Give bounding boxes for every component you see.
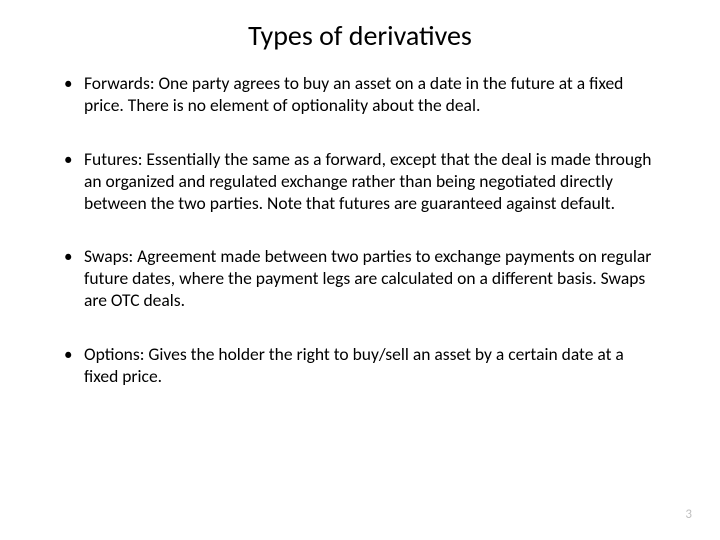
bullet-list: Forwards: One party agrees to buy an ass… — [70, 73, 660, 388]
list-item: Swaps: Agreement made between two partie… — [70, 246, 660, 312]
list-item: Forwards: One party agrees to buy an ass… — [70, 73, 660, 117]
slide-title: Types of derivatives — [0, 0, 720, 63]
list-item: Futures: Essentially the same as a forwa… — [70, 149, 660, 215]
slide: Types of derivatives Forwards: One party… — [0, 0, 720, 540]
list-item: Options: Gives the holder the right to b… — [70, 344, 660, 388]
slide-content: Forwards: One party agrees to buy an ass… — [0, 63, 720, 388]
page-number: 3 — [685, 507, 692, 522]
